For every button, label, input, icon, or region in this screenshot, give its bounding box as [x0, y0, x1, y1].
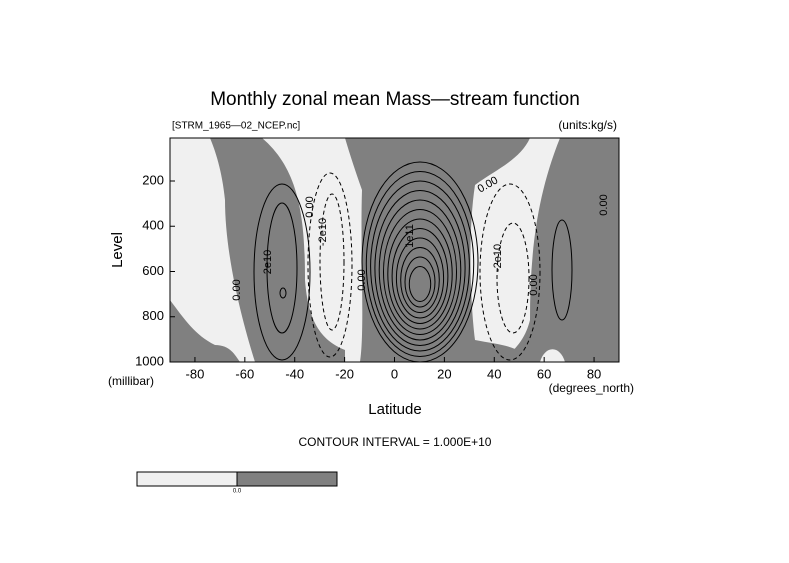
contour-line [551, 219, 573, 321]
contour-line [319, 193, 345, 331]
contour-label: 0.00 [598, 194, 610, 215]
contour-line [370, 180, 470, 352]
contour-line [400, 247, 440, 313]
contour-line [496, 222, 530, 334]
contour-line [266, 202, 298, 334]
y-tick-label: 200 [142, 172, 164, 187]
contour-label: 2e10 [262, 250, 274, 274]
colorbar-label: 0.0 [233, 489, 242, 495]
contour-line [408, 266, 432, 302]
x-tick-label: 60 [537, 366, 551, 381]
contour-line [395, 237, 445, 319]
positive-region [345, 138, 530, 362]
contour-label: 1e11 [404, 224, 416, 248]
contour-field: 0.00 2e10 0.00 -2e10 0.00 1e11 0.00 -2e1… [170, 138, 619, 363]
x-tick-label: 40 [487, 366, 501, 381]
x-axis-label: Latitude [368, 401, 421, 418]
x-tick-label: 80 [587, 366, 601, 381]
contour-line [383, 209, 457, 335]
contour-label: 0.00 [356, 269, 368, 290]
contour-line [253, 183, 311, 361]
x-tick-label: 20 [437, 366, 451, 381]
annotation: CONTOUR INTERVAL = 1.000E+10 [299, 435, 492, 449]
contour-label: 0.00 [304, 196, 316, 217]
y-tick-label: 1000 [135, 353, 164, 368]
colorbar-negative [136, 471, 238, 487]
x-tick-label: 0 [391, 366, 398, 381]
contour-line [387, 218, 453, 330]
y-tick-label: 400 [142, 218, 164, 233]
contour-line [307, 172, 353, 358]
contour-label: -2e10 [492, 244, 504, 272]
contour-label: -2e10 [317, 218, 329, 246]
chart-title: Monthly zonal mean Mass—stream function [210, 89, 580, 110]
x-tick-label: -40 [285, 366, 304, 381]
y-axis-label: Level [109, 232, 126, 268]
contour-line [479, 183, 541, 361]
contour-line [279, 287, 287, 299]
contour-label: 0.00 [528, 274, 540, 295]
contour-line [391, 228, 449, 324]
y-tick-label: 800 [142, 308, 164, 323]
contour-label: 0.00 [231, 279, 243, 300]
positive-region [210, 138, 345, 362]
x-tick-label: -20 [335, 366, 354, 381]
positive-region [500, 138, 619, 362]
x-tick-label: -80 [186, 366, 205, 381]
y-unit: (millibar) [108, 374, 154, 388]
positive-region [170, 300, 240, 362]
contour-line [374, 190, 466, 346]
x-unit: (degrees_north) [549, 381, 634, 395]
colorbar-positive [236, 471, 338, 487]
y-tick-label: 600 [142, 263, 164, 278]
contour-line [378, 199, 462, 341]
subtitle-left: [STRM_1965—02_NCEP.nc] [172, 121, 300, 132]
contour-line [365, 171, 475, 357]
contour-line [404, 256, 436, 308]
subtitle-right: (units:kg/s) [558, 118, 617, 132]
x-tick-label: -60 [235, 366, 254, 381]
